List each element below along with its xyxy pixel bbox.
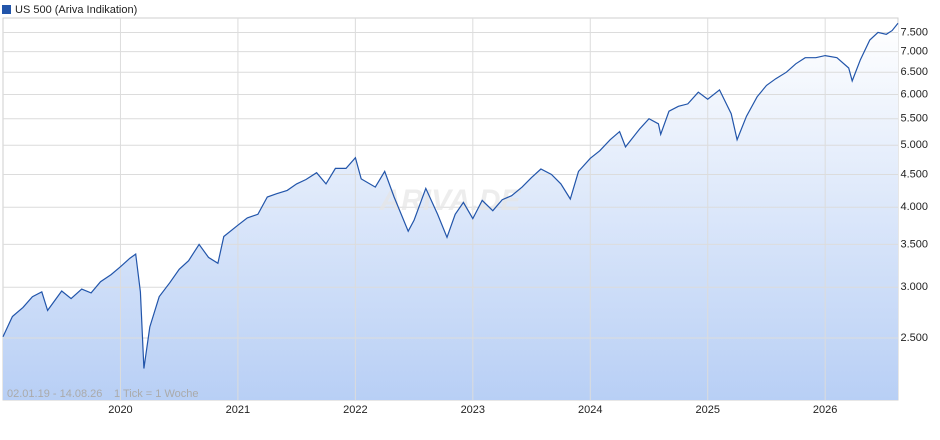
y-tick-label: 6.500 bbox=[900, 66, 928, 78]
date-range: 02.01.19 - 14.08.26 bbox=[7, 388, 102, 400]
legend-swatch bbox=[2, 5, 11, 14]
x-tick-label: 2025 bbox=[695, 404, 719, 416]
y-tick-label: 4.000 bbox=[900, 201, 928, 213]
y-tick-label: 3.000 bbox=[900, 281, 928, 293]
y-tick-label: 5.500 bbox=[900, 113, 928, 125]
legend-label: US 500 (Ariva Indikation) bbox=[15, 4, 137, 16]
y-tick-label: 3.500 bbox=[900, 238, 928, 250]
watermark: ARIVA.DE bbox=[378, 184, 521, 217]
area bbox=[3, 23, 898, 401]
x-tick-label: 2024 bbox=[578, 404, 602, 416]
y-tick-label: 2.500 bbox=[900, 332, 928, 344]
x-tick-label: 2023 bbox=[461, 404, 485, 416]
y-tick-label: 7.000 bbox=[900, 46, 928, 58]
x-tick-label: 2022 bbox=[343, 404, 367, 416]
y-tick-label: 5.000 bbox=[900, 139, 928, 151]
x-tick-label: 2021 bbox=[226, 404, 250, 416]
x-tick-label: 2020 bbox=[108, 404, 132, 416]
line bbox=[2, 22, 899, 369]
y-tick-label: 7.500 bbox=[900, 26, 928, 38]
y-tick-label: 4.500 bbox=[900, 168, 928, 180]
tick-note: 1 Tick = 1 Woche bbox=[114, 388, 198, 400]
x-tick-label: 2026 bbox=[813, 404, 837, 416]
y-tick-label: 6.000 bbox=[900, 88, 928, 100]
